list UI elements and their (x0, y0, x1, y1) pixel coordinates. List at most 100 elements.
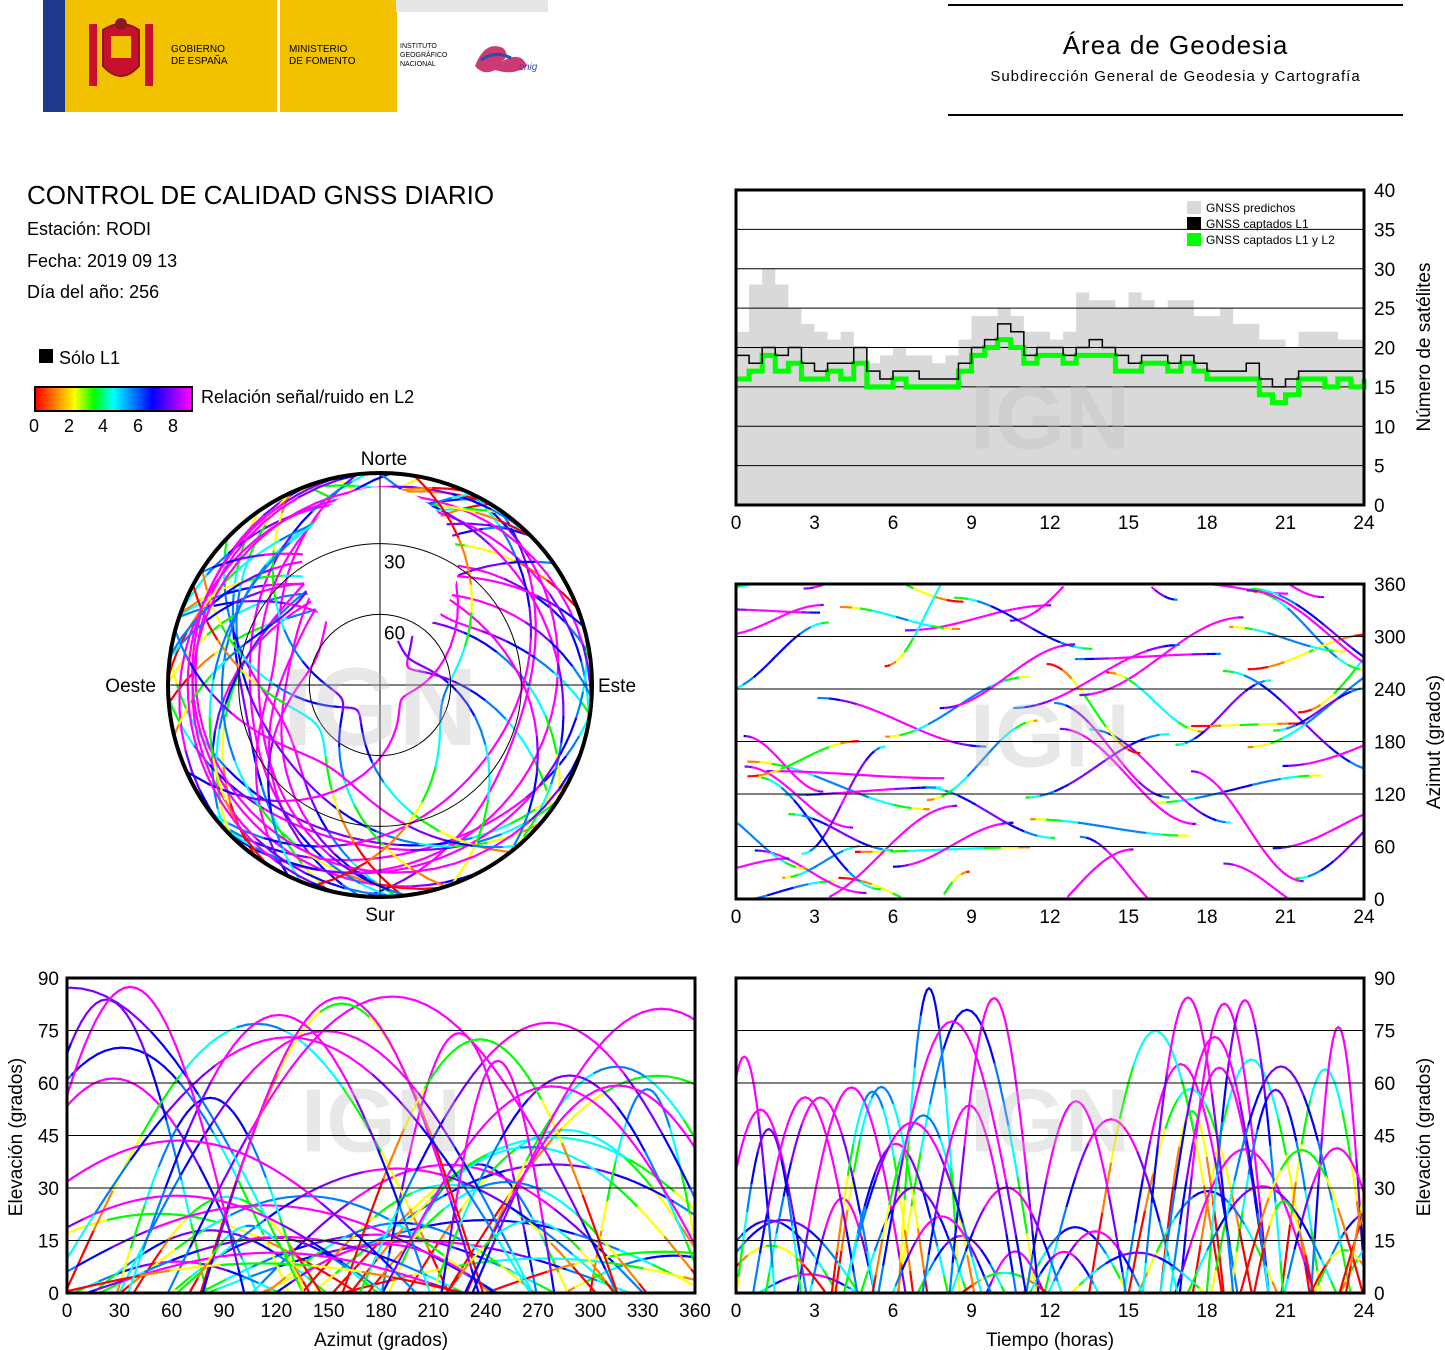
track-segment (477, 756, 488, 769)
track-segment (325, 1242, 335, 1249)
track-segment (185, 732, 195, 746)
track-segment (430, 1060, 437, 1073)
track-segment (534, 633, 537, 647)
track-segment (529, 1273, 541, 1279)
track-segment (176, 1213, 189, 1218)
track-segment (928, 854, 934, 859)
track-segment (1125, 743, 1132, 749)
track-segment (666, 1206, 677, 1221)
track-segment (758, 773, 763, 777)
track-segment (1316, 869, 1322, 874)
track-segment (1192, 806, 1199, 812)
track-segment (1356, 651, 1364, 658)
track-segment (1030, 795, 1036, 799)
track-segment (1285, 726, 1290, 730)
track-segment (1027, 624, 1033, 630)
track-segment (1216, 715, 1221, 721)
track-segment (1101, 846, 1107, 851)
track-segment (209, 773, 221, 793)
track-segment (1073, 730, 1079, 734)
track-segment (993, 823, 998, 827)
track-segment (303, 1043, 316, 1055)
track-segment (232, 646, 242, 655)
track-segment (554, 1208, 567, 1219)
track-segment (244, 830, 265, 840)
track-segment (1242, 587, 1246, 591)
track-segment (758, 768, 764, 772)
track-segment (562, 1281, 569, 1293)
track-segment (1317, 638, 1323, 644)
track-segment (1322, 831, 1328, 836)
track-segment (1130, 741, 1137, 746)
track-segment (70, 1030, 78, 1044)
track-segment (868, 796, 876, 801)
x-tick-label: 12 (1039, 907, 1060, 928)
track-segment (209, 689, 213, 705)
track-segment (1035, 702, 1042, 707)
track-segment (1102, 721, 1107, 728)
track-segment (792, 864, 797, 869)
track-segment (305, 1255, 315, 1263)
track-segment (229, 831, 244, 842)
track-segment (282, 692, 286, 704)
track-segment (903, 618, 909, 622)
track-segment (506, 562, 517, 575)
track-segment (191, 661, 196, 683)
track-segment (992, 611, 998, 616)
track-segment (1326, 829, 1333, 834)
track-segment (1405, 655, 1411, 656)
track-segment (526, 652, 531, 669)
track-segment (905, 806, 912, 810)
track-segment (627, 1251, 639, 1255)
track-segment (635, 1167, 646, 1179)
track-segment (398, 886, 422, 890)
track-segment (431, 1194, 447, 1204)
track-segment (504, 1139, 511, 1159)
track-segment (1080, 714, 1086, 720)
track-segment (426, 778, 434, 793)
track-segment (643, 1267, 656, 1272)
track-segment (769, 770, 774, 775)
track-segment (1326, 756, 1333, 761)
track-segment (347, 790, 356, 806)
track-segment (762, 769, 767, 774)
track-segment (31, 1160, 36, 1181)
track-segment (192, 1210, 207, 1216)
track-segment (806, 605, 811, 609)
track-segment (372, 754, 384, 767)
track-segment (963, 619, 969, 623)
track-segment (255, 568, 266, 580)
track-segment (275, 511, 284, 533)
track-segment (1200, 730, 1205, 735)
track-segment (1303, 591, 1308, 595)
track-segment (1112, 662, 1120, 668)
track-segment (235, 634, 240, 652)
track-segment (293, 694, 306, 702)
track-segment (531, 571, 543, 585)
track-segment (564, 1262, 577, 1268)
track-segment (256, 803, 270, 819)
track-segment (867, 706, 875, 712)
track-segment (1340, 690, 1348, 697)
track-segment (791, 761, 797, 766)
track-segment (683, 1119, 694, 1135)
track-segment (295, 1267, 304, 1275)
track-segment (188, 644, 193, 661)
track-segment (663, 1236, 675, 1249)
track-segment (789, 794, 795, 801)
track-segment (261, 614, 266, 628)
track-segment (346, 830, 356, 844)
track-segment (1082, 822, 1089, 826)
track-segment (272, 848, 286, 854)
track-segment (321, 1210, 336, 1216)
track-segment (1056, 644, 1062, 649)
track-segment (288, 639, 297, 653)
track-segment (765, 761, 772, 765)
track-segment (1131, 879, 1137, 885)
track-segment (256, 742, 262, 756)
track-segment (1087, 870, 1094, 876)
track-segment (203, 673, 213, 685)
track-segment (842, 848, 847, 852)
track-segment (211, 693, 223, 706)
track-segment (957, 794, 963, 799)
